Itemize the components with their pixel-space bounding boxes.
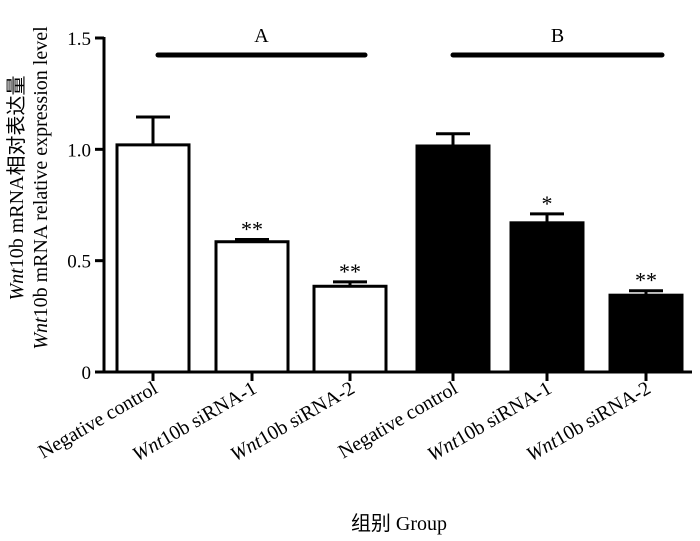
bar — [608, 293, 684, 374]
x-axis — [102, 370, 692, 381]
error-bars — [136, 115, 663, 296]
bar — [214, 240, 290, 374]
bar — [415, 144, 491, 374]
significance-marker: ** — [339, 259, 361, 284]
y-axis-label-line1-italic: Wnt — [6, 268, 28, 301]
y-axis-label-line2-italic: Wnt — [30, 317, 52, 350]
significance-marker: ** — [241, 217, 263, 242]
y-axis-label-line1-rest: 10b mRNA相对表达量 — [5, 75, 28, 268]
y-axis: 0 0.5 1.0 1.5 — [67, 29, 106, 384]
significance-marker: * — [542, 191, 553, 216]
y-axis-label-line2: Wnt10b mRNA relative expression level — [30, 26, 52, 350]
x-axis-label: 组别 Group — [351, 512, 447, 535]
group-label: A — [254, 25, 269, 47]
significance-marker: ** — [635, 268, 657, 293]
y-tick-label: 1.0 — [67, 140, 91, 161]
bar — [312, 284, 388, 374]
group-label: B — [551, 25, 564, 47]
y-tick-label: 1.5 — [67, 29, 91, 50]
significance-markers: ******* — [241, 191, 657, 293]
bar — [509, 221, 585, 374]
y-axis-label-line2-rest: 10b mRNA relative expression level — [30, 26, 52, 317]
y-axis-label-line1: Wnt10b mRNA相对表达量 — [5, 75, 28, 300]
y-tick-label: 0.5 — [67, 252, 91, 273]
bar — [115, 143, 191, 374]
bars — [115, 143, 684, 374]
y-tick-label: 0 — [82, 363, 92, 384]
